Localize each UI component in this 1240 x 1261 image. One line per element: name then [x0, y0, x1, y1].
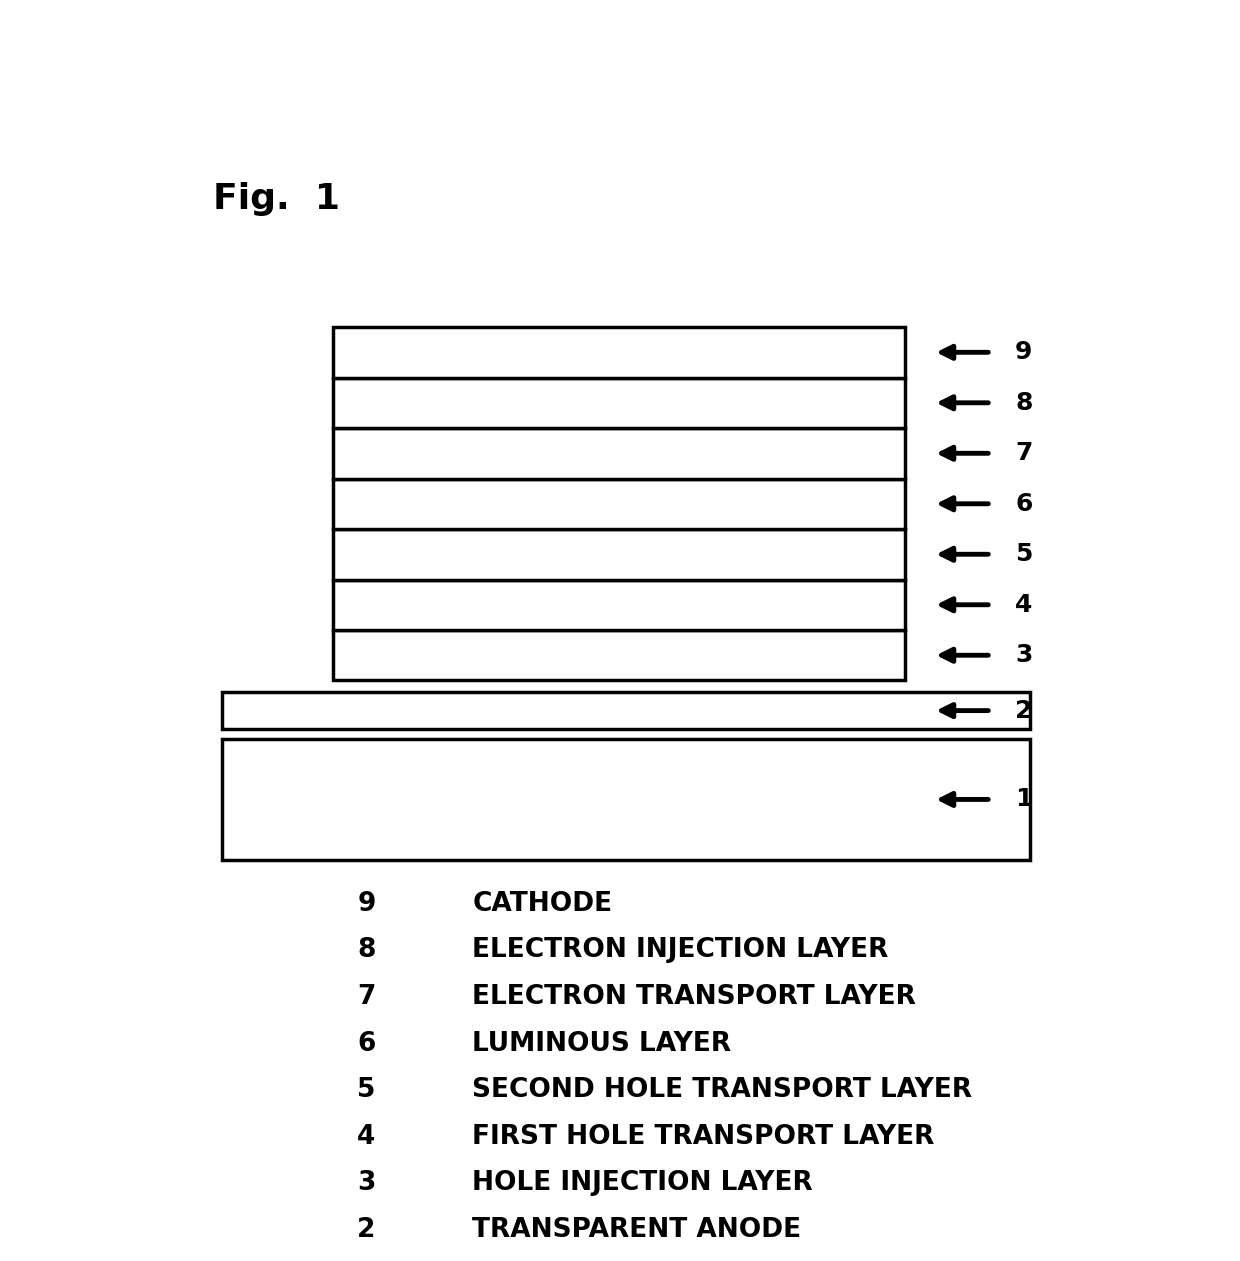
Text: ELECTRON INJECTION LAYER: ELECTRON INJECTION LAYER [472, 937, 889, 963]
Bar [222, 739, 1029, 860]
Text: 7: 7 [1016, 441, 1033, 465]
Text: 3: 3 [1016, 643, 1033, 667]
Text: 7: 7 [357, 984, 376, 1010]
Text: 5: 5 [1016, 542, 1033, 566]
Text: 1: 1 [1016, 787, 1033, 811]
Text: 4: 4 [357, 1124, 376, 1150]
Text: 9: 9 [357, 890, 376, 917]
Text: 8: 8 [1016, 391, 1033, 415]
Text: 6: 6 [1016, 492, 1033, 516]
Text: TRANSPARENT ANODE: TRANSPARENT ANODE [472, 1217, 801, 1243]
Text: FIRST HOLE TRANSPORT LAYER: FIRST HOLE TRANSPORT LAYER [472, 1124, 935, 1150]
Text: ELECTRON TRANSPORT LAYER: ELECTRON TRANSPORT LAYER [472, 984, 916, 1010]
Text: HOLE INJECTION LAYER: HOLE INJECTION LAYER [472, 1170, 813, 1197]
Text: 5: 5 [357, 1077, 376, 1103]
Bar [332, 427, 904, 478]
Text: LUMINOUS LAYER: LUMINOUS LAYER [472, 1030, 732, 1057]
Text: 2: 2 [357, 1217, 376, 1243]
Bar [332, 327, 904, 377]
Text: Fig.  1: Fig. 1 [213, 183, 340, 217]
Text: CATHODE: CATHODE [472, 890, 613, 917]
Text: 6: 6 [357, 1030, 376, 1057]
Bar [332, 580, 904, 630]
Bar [332, 630, 904, 681]
Bar [332, 530, 904, 580]
Text: 4: 4 [1016, 593, 1033, 617]
Text: 2: 2 [1016, 699, 1033, 723]
Bar [332, 377, 904, 427]
Text: 9: 9 [1016, 340, 1033, 364]
Text: 3: 3 [357, 1170, 376, 1197]
Text: 8: 8 [357, 937, 376, 963]
Bar [332, 478, 904, 530]
Text: SECOND HOLE TRANSPORT LAYER: SECOND HOLE TRANSPORT LAYER [472, 1077, 972, 1103]
Bar [222, 692, 1029, 729]
